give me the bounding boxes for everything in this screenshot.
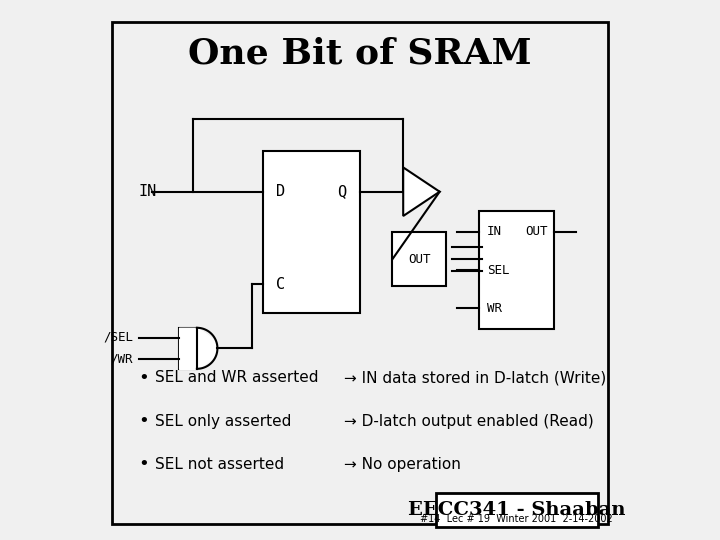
Text: D: D: [276, 184, 285, 199]
Text: → IN data stored in D-latch (Write): → IN data stored in D-latch (Write): [344, 370, 606, 386]
Text: •: •: [138, 455, 149, 474]
Text: SEL and WR asserted: SEL and WR asserted: [155, 370, 318, 386]
Text: SEL only asserted: SEL only asserted: [155, 414, 291, 429]
Text: IN: IN: [487, 226, 502, 239]
Bar: [479, 211, 554, 329]
Text: Q: Q: [338, 184, 346, 199]
Text: SEL not asserted: SEL not asserted: [155, 457, 284, 472]
Text: WR: WR: [487, 301, 502, 314]
Text: •: •: [138, 369, 149, 387]
Text: /SEL: /SEL: [103, 331, 133, 344]
Text: •: •: [138, 412, 149, 430]
Text: → D-latch output enabled (Read): → D-latch output enabled (Read): [344, 414, 593, 429]
Polygon shape: [403, 167, 440, 216]
Text: EECC341 - Shaaban: EECC341 - Shaaban: [408, 501, 626, 519]
Text: One Bit of SRAM: One Bit of SRAM: [188, 37, 532, 71]
Text: OUT: OUT: [526, 226, 548, 239]
Bar: [392, 232, 446, 286]
Text: IN: IN: [138, 184, 157, 199]
Text: #14  Lec # 19  Winter 2001  2-14-2002: #14 Lec # 19 Winter 2001 2-14-2002: [420, 515, 613, 524]
Text: C: C: [276, 276, 285, 292]
Text: /WR: /WR: [111, 353, 133, 366]
Text: → No operation: → No operation: [344, 457, 461, 472]
Bar: [179, 328, 197, 369]
Text: OUT: OUT: [408, 253, 431, 266]
Bar: [436, 493, 598, 526]
Bar: [263, 151, 360, 313]
Text: SEL: SEL: [487, 264, 510, 276]
